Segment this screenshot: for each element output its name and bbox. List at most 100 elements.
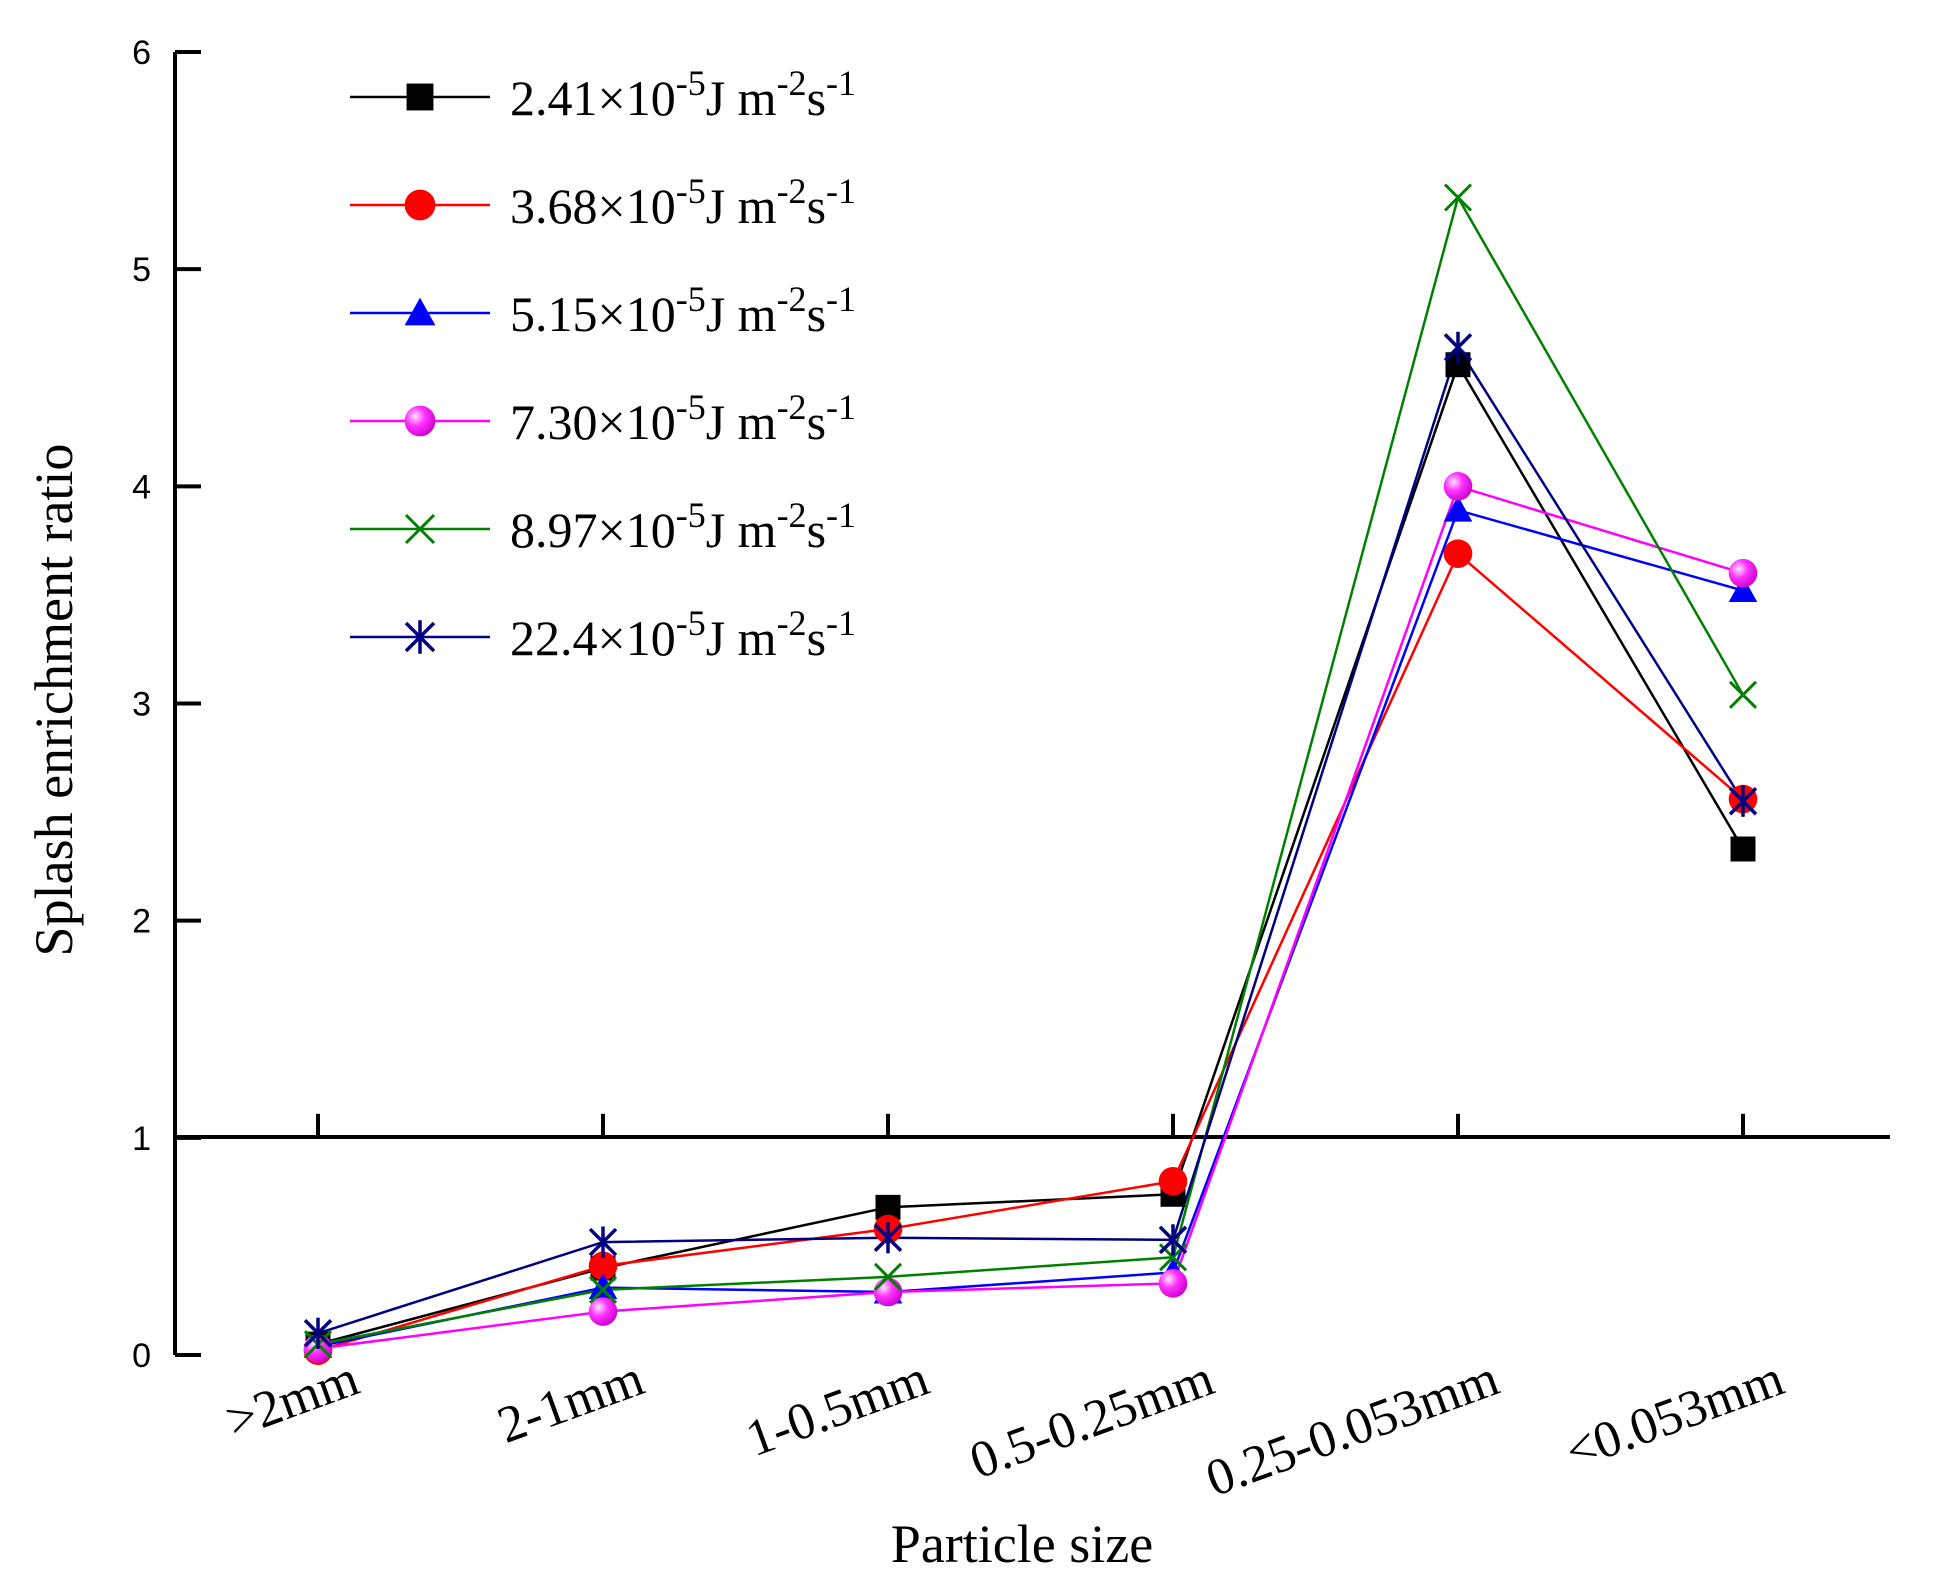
legend-text-part: J m [706,394,777,450]
x-tick-label: >2mm [219,1350,367,1450]
legend-superscript: -5 [676,171,706,211]
marker-star [1728,785,1758,817]
legend-item: 2.41×10-5J m-2s-1 [350,63,856,126]
series-line [317,508,1744,1348]
legend-text-part: 5.15×10 [510,286,676,342]
marker-star [873,1222,903,1254]
marker-x-stroke [1443,183,1473,212]
marker-triangle [1728,576,1758,603]
marker-star [404,620,436,654]
legend-superscript: -5 [676,603,706,643]
series-markers [303,183,1758,1365]
marker-triangle [1443,495,1473,522]
marker-x-stroke [404,513,436,545]
y-tick-label: 0 [132,1337,151,1375]
marker-sphere [404,405,436,437]
legend-item: 22.4×10-5J m-2s-1 [350,603,856,666]
legend-text-part: s [807,610,826,666]
legend-item: 8.97×10-5J m-2s-1 [350,495,856,558]
legend-superscript: -1 [826,279,856,319]
x-tick-label: 0.5-0.25mm [963,1350,1221,1491]
legend-superscript: -1 [826,603,856,643]
y-tick-label: 1 [132,1120,151,1158]
series-lines [317,194,1745,1352]
marker-x [404,513,436,545]
legend-text-part: s [807,394,826,450]
legend-text-part: s [807,178,826,234]
legend-superscript: -2 [777,279,807,319]
legend-label: 8.97×10-5J m-2s-1 [510,495,856,558]
y-tick-label: 6 [132,34,151,72]
x-tick-label: 0.25-0.053mm [1199,1350,1506,1508]
series-line [317,344,1745,1335]
x-axis-title: Particle size [891,1514,1153,1574]
marker-x-stroke [1728,680,1758,709]
legend-label: 5.15×10-5J m-2s-1 [510,279,856,342]
legend-item: 5.15×10-5J m-2s-1 [350,279,856,342]
y-tick-label: 2 [132,903,151,941]
legend-text-part: 3.68×10 [510,178,676,234]
marker-sphere [588,1297,618,1326]
legend-superscript: -5 [676,63,706,103]
legend-superscript: -2 [777,603,807,643]
y-tick-label: 3 [132,686,151,724]
legend-superscript: -5 [676,387,706,427]
series-line [317,194,1745,1346]
y-ticks: 0 1 2 3 4 5 6 [132,34,201,1375]
legend-text-part: J m [706,178,777,234]
marker-star [303,1317,333,1349]
marker-star [1443,331,1473,363]
marker-circle [1158,1166,1188,1196]
marker-x-stroke [588,1275,618,1304]
marker-star [588,1226,618,1258]
legend-superscript: -1 [826,387,856,427]
x-tick-label: 1-0.5mm [739,1350,936,1468]
legend-label: 2.41×10-5J m-2s-1 [510,63,856,126]
legend-superscript: -2 [777,63,807,103]
legend-text-part: s [807,70,826,126]
marker-triangle [404,297,436,326]
legend-superscript: -5 [676,279,706,319]
marker-x-stroke [873,1262,903,1291]
legend-superscript: -2 [777,495,807,535]
y-tick-label: 4 [132,468,151,506]
legend-text-part: J m [706,610,777,666]
marker-x [1443,183,1473,212]
legend: 2.41×10-5J m-2s-13.68×10-5J m-2s-15.15×1… [350,63,856,666]
legend-superscript: -1 [826,495,856,535]
marker-circle [1443,539,1473,568]
legend-superscript: -2 [777,171,807,211]
legend-text-part: 8.97×10 [510,502,676,558]
legend-superscript: -2 [777,387,807,427]
legend-text-part: s [807,286,826,342]
legend-superscript: -5 [676,495,706,535]
legend-item: 3.68×10-5J m-2s-1 [350,171,856,234]
marker-x [873,1262,903,1291]
marker-star [1158,1224,1188,1256]
marker-square [1730,836,1756,862]
legend-label: 7.30×10-5J m-2s-1 [510,387,856,450]
legend-text-part: 7.30×10 [510,394,676,450]
series-line [317,484,1744,1350]
x-tick-label: 2-1mm [490,1350,651,1455]
marker-triangle [588,1273,618,1300]
y-tick-label: 5 [132,251,151,289]
marker-x [1728,680,1758,709]
x-tick-label: <0.053mm [1558,1350,1791,1481]
legend-label: 3.68×10-5J m-2s-1 [510,171,856,234]
marker-circle [404,189,436,221]
legend-text-part: J m [706,70,777,126]
legend-text-part: J m [706,502,777,558]
legend-label: 22.4×10-5J m-2s-1 [510,603,856,666]
series-line [317,551,1744,1352]
legend-text-part: s [807,502,826,558]
legend-text-part: 22.4×10 [510,610,676,666]
marker-circle [588,1251,618,1281]
legend-text-part: 2.41×10 [510,70,676,126]
marker-square [406,83,434,111]
legend-superscript: -1 [826,171,856,211]
legend-item: 7.30×10-5J m-2s-1 [350,387,856,450]
legend-text-part: J m [706,286,777,342]
legend-superscript: -1 [826,63,856,103]
